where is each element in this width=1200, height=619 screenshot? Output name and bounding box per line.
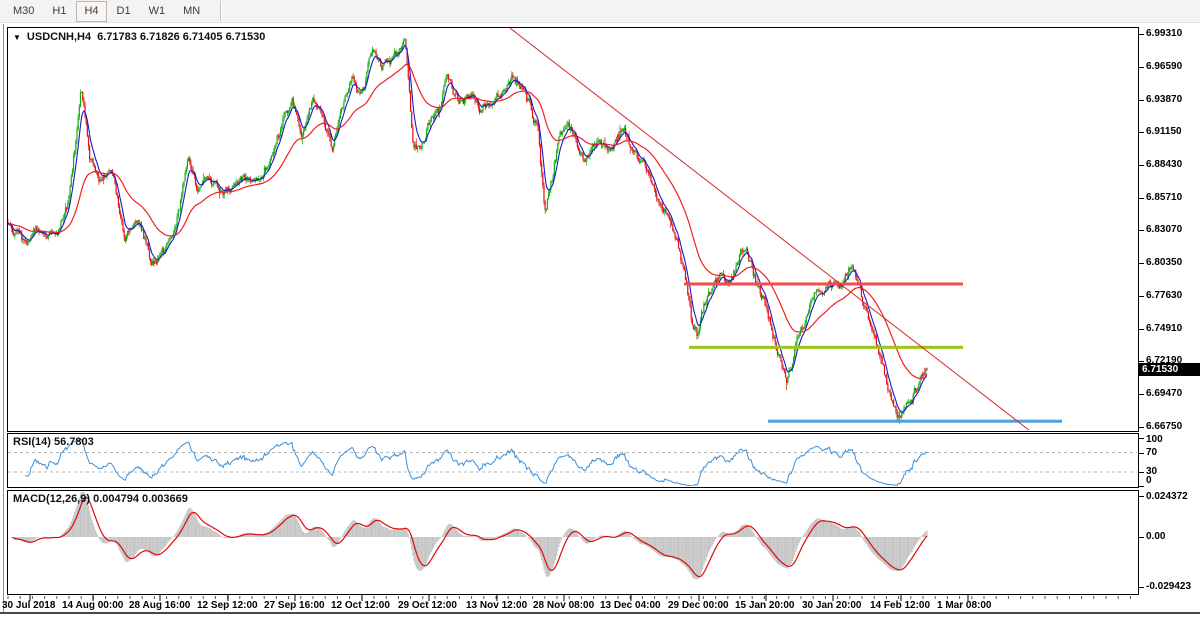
time-axis-label: 13 Dec 04:00 [600,600,661,611]
price-axis-label: 6.66750 [1146,420,1183,432]
macd-axis-label: 0.024372 [1146,491,1188,502]
rsi-axis-label: 70 [1146,446,1158,458]
price-axis-label: 6.69470 [1146,388,1183,400]
time-axis-label: 14 Aug 00:00 [62,600,124,611]
chart-title: ▼ USDCNH,H4 6.71783 6.71826 6.71405 6.71… [13,31,265,43]
price-axis-label: 6.83070 [1146,224,1183,235]
chart-ohlc-values: 6.71783 6.71826 6.71405 6.71530 [97,31,266,43]
axis-tick [1139,296,1144,297]
timeframe-button-D1[interactable]: D1 [116,5,131,17]
price-axis-label: 6.74910 [1146,322,1183,334]
timeframe-button-MN[interactable]: MN [183,5,201,17]
axis-tick [1139,496,1144,497]
axis-tick [1139,165,1144,166]
axis-tick [1139,472,1144,473]
price-axis-label: 6.88430 [1146,159,1183,171]
timeframe-toolbar: M30 H1 H4 D1 W1 MN [0,0,1200,23]
time-axis-label: 27 Sep 16:00 [264,600,325,611]
price-axis-label: 6.99310 [1146,28,1183,39]
price-axis-label: 6.93870 [1146,93,1183,105]
rsi-panel[interactable] [7,433,1139,488]
axis-tick [1139,329,1144,330]
symbol-dropdown-icon[interactable]: ▼ [13,32,21,42]
axis-tick [1139,198,1144,199]
axis-tick [1139,453,1144,454]
axis-tick [1139,67,1144,68]
time-axis-label: 15 Jan 20:00 [735,600,795,611]
price-axis-label: 6.85710 [1146,192,1183,204]
time-axis-label: 14 Feb 12:00 [870,600,931,611]
window-left-border [3,24,4,612]
time-axis-label: 29 Oct 12:00 [398,600,457,611]
rsi-label: RSI(14) 56.7803 [13,436,94,448]
axis-tick [1139,438,1144,439]
time-axis-label: 12 Oct 12:00 [331,600,390,611]
price-axis-label: 6.80350 [1146,256,1183,268]
main-chart-panel[interactable] [7,27,1139,432]
time-axis-label: 1 Mar 08:00 [937,600,992,611]
time-axis-label: 13 Nov 12:00 [466,600,528,611]
current-price-box: 6.71530 [1139,362,1200,376]
price-axis-label: 6.96590 [1146,60,1183,72]
axis-tick [1139,587,1144,588]
rsi-axis-label: 100 [1146,434,1163,445]
time-axis-label: 30 Jul 2018 [2,600,56,611]
price-axis[interactable] [1139,27,1200,595]
toolbar-separator [220,1,223,21]
macd-panel[interactable] [7,490,1139,595]
timeframe-button-M30[interactable]: M30 [13,5,35,17]
price-axis-label: 6.91150 [1146,126,1182,138]
axis-tick [1139,132,1144,133]
axis-tick [1139,230,1144,231]
time-axis-label: 29 Dec 00:00 [668,600,729,611]
time-axis-label: 28 Nov 08:00 [533,600,595,611]
rsi-axis-label: 0 [1146,475,1152,486]
timeframe-button-H1[interactable]: H1 [52,5,67,17]
time-axis-label: 30 Jan 20:00 [802,600,862,611]
chart-symbol-period: USDCNH,H4 [26,31,92,43]
axis-tick [1139,100,1144,101]
macd-axis-label: -0.029423 [1146,580,1192,592]
axis-tick [1139,427,1144,428]
axis-tick [1139,263,1144,264]
price-axis-label: 6.77630 [1146,289,1183,301]
macd-label: MACD(12,26,9) 0.004794 0.003669 [13,493,188,505]
axis-tick [1139,537,1144,538]
macd-axis-label: 0.00 [1146,531,1166,542]
axis-tick [1139,394,1144,395]
window-bottom-border [0,612,1200,614]
timeframe-button-H4[interactable]: H4 [76,0,107,22]
axis-tick [1139,34,1144,35]
timeframe-button-W1[interactable]: W1 [148,5,166,17]
time-axis-label: 12 Sep 12:00 [197,600,258,611]
time-axis-label: 28 Aug 16:00 [129,600,191,611]
axis-tick [1139,486,1144,487]
